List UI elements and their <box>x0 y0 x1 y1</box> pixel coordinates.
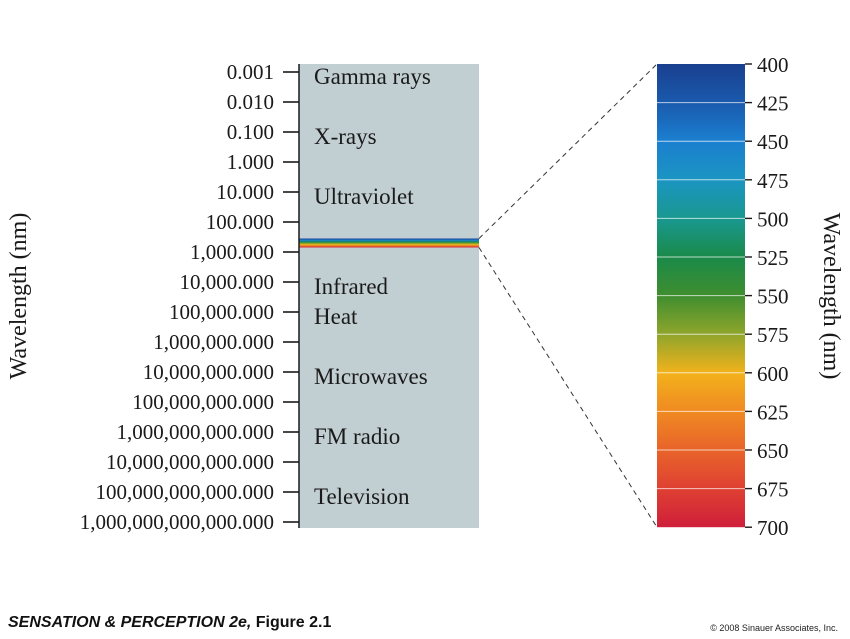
right-tick-label: 575 <box>757 323 789 347</box>
figure-caption: SENSATION & PERCEPTION 2e, Figure 2.1 <box>8 614 331 632</box>
right-axis-label: Wavelength (nm) <box>818 213 844 380</box>
figure-number: Figure 2.1 <box>255 614 332 631</box>
right-tick-label: 475 <box>757 169 789 193</box>
left-tick-label: 10,000,000,000.000 <box>106 450 274 474</box>
band-label: Infrared <box>314 274 389 299</box>
right-tick-label: 675 <box>757 478 789 502</box>
band-label: Gamma rays <box>314 64 431 89</box>
right-axis-ticks: 400 425 450 475 500 525 550 575 600 625 650 675 700 <box>745 53 789 540</box>
left-tick-label: 1.000 <box>227 150 274 174</box>
right-tick-label: 400 <box>757 53 789 77</box>
band-label: Television <box>314 484 410 509</box>
left-tick-label: 0.100 <box>227 120 274 144</box>
right-tick-label: 650 <box>757 439 789 463</box>
left-tick-label: 10.000 <box>216 180 274 204</box>
dashed-connector-top <box>478 63 658 239</box>
left-axis-ticks: 0.001 0.010 0.100 1.000 10.000 100.000 1,000.0… <box>80 60 299 534</box>
visible-spectrum-bar <box>657 64 745 528</box>
dashed-connector-bottom <box>478 247 658 528</box>
right-tick-label: 700 <box>757 516 789 540</box>
copyright-notice: © 2008 Sinauer Associates, Inc. <box>710 623 838 633</box>
band-label: Heat <box>314 304 358 329</box>
right-tick-label: 550 <box>757 285 789 309</box>
left-tick-label: 1,000,000,000,000.000 <box>80 510 274 534</box>
band-labels: Gamma rays X-rays Ultraviolet Infrared Heat M… <box>314 64 431 509</box>
left-tick-label: 10,000.000 <box>180 270 275 294</box>
left-tick-label: 100.000 <box>206 210 274 234</box>
book-title: SENSATION & PERCEPTION 2e, <box>8 614 252 631</box>
visible-light-band <box>299 238 479 248</box>
band-label: X-rays <box>314 124 377 149</box>
left-tick-label: 100,000,000.000 <box>132 390 274 414</box>
left-tick-label: 100,000,000,000.000 <box>96 480 275 504</box>
left-tick-label: 0.010 <box>227 90 274 114</box>
right-tick-label: 525 <box>757 246 789 270</box>
right-tick-label: 600 <box>757 362 789 386</box>
left-tick-label: 10,000,000.000 <box>143 360 274 384</box>
left-tick-label: 1,000,000,000.000 <box>117 420 275 444</box>
left-tick-label: 100,000.000 <box>169 300 274 324</box>
left-tick-label: 1,000,000.000 <box>153 330 274 354</box>
band-label: Ultraviolet <box>314 184 414 209</box>
left-axis-label: Wavelength (nm) <box>6 213 32 380</box>
right-tick-label: 625 <box>757 400 789 424</box>
band-label: FM radio <box>314 424 400 449</box>
left-tick-label: 1,000.000 <box>190 240 274 264</box>
right-tick-label: 425 <box>757 92 789 116</box>
left-tick-label: 0.001 <box>227 60 274 84</box>
band-label: Microwaves <box>314 364 428 389</box>
spectrum-bar <box>299 64 479 528</box>
right-tick-label: 500 <box>757 207 789 231</box>
right-tick-label: 450 <box>757 130 789 154</box>
